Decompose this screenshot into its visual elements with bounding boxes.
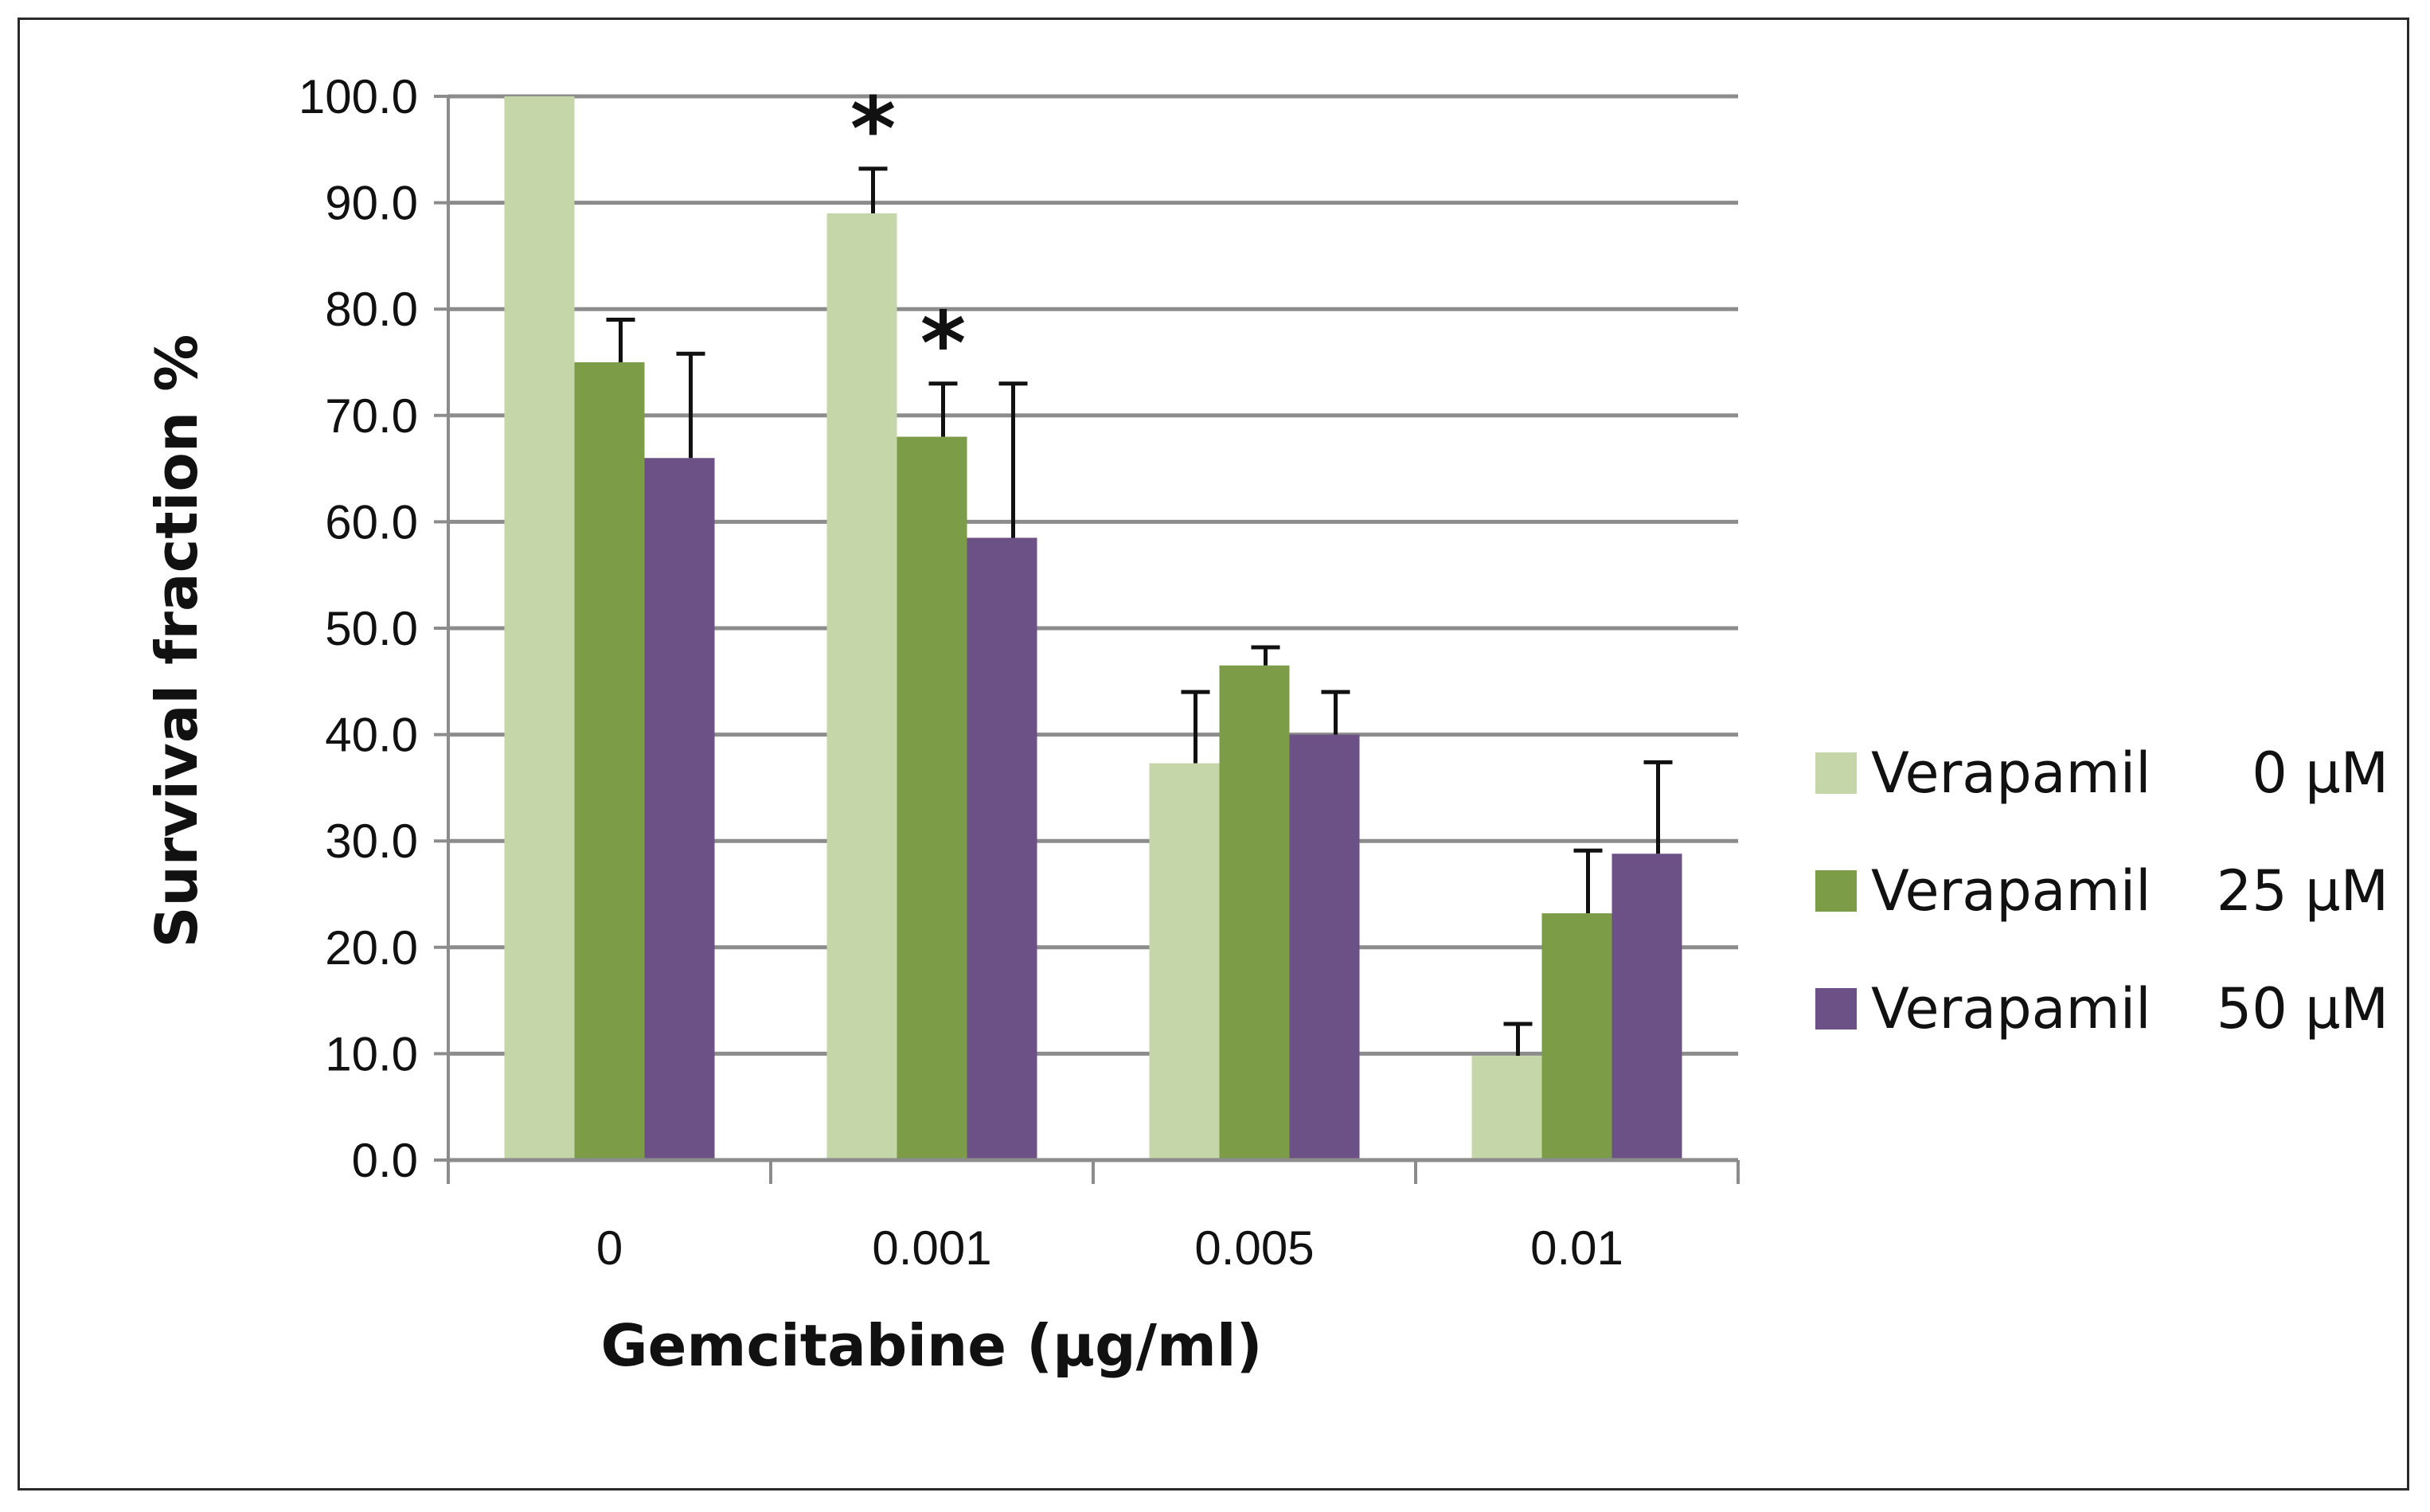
legend-label: Verapamil bbox=[1871, 858, 2151, 924]
annotations: ** bbox=[850, 78, 967, 395]
y-tick-label: 90.0 bbox=[325, 177, 418, 230]
legend-swatch bbox=[1815, 870, 1857, 912]
y-tick-label: 50.0 bbox=[325, 602, 418, 655]
bar bbox=[644, 458, 715, 1160]
bar-chart: 0.010.020.030.040.050.060.070.080.090.01… bbox=[143, 70, 2389, 1379]
x-tick-label: 0.005 bbox=[1194, 1221, 1314, 1275]
bar bbox=[1289, 734, 1360, 1160]
x-tick-label: 0.001 bbox=[872, 1221, 991, 1275]
bar bbox=[1471, 1056, 1542, 1160]
legend-swatch bbox=[1815, 752, 1857, 794]
y-tick-label: 10.0 bbox=[325, 1027, 418, 1080]
error-bars bbox=[606, 166, 1673, 1057]
bar bbox=[826, 213, 897, 1161]
y-tick-label: 70.0 bbox=[325, 389, 418, 443]
y-tick-label: 0.0 bbox=[352, 1134, 418, 1187]
bar bbox=[504, 96, 575, 1160]
significance-marker: * bbox=[850, 78, 897, 180]
bar bbox=[967, 537, 1037, 1160]
y-tick-label: 60.0 bbox=[325, 495, 418, 549]
y-tick-label: 100.0 bbox=[299, 70, 418, 123]
chart-frame: 0.0 10.0 20.0 30.0 40.0 50.0 60.0 70.0 80.0 90.0 1… bbox=[18, 18, 2409, 1491]
x-tick-label: 0 bbox=[596, 1221, 623, 1275]
x-axis-title: Gemcitabine (µg/ml) bbox=[600, 1312, 1262, 1379]
bar bbox=[1149, 763, 1220, 1160]
bar bbox=[1612, 854, 1682, 1160]
x-tick-labels: 0 0.001 0.005 0.01 bbox=[596, 1221, 1623, 1275]
y-tick-labels: 0.0 10.0 20.0 30.0 40.0 50.0 60.0 70.0 80.0 90.0 1… bbox=[299, 70, 418, 1187]
y-tick-label: 30.0 bbox=[325, 815, 418, 868]
y-tick-label: 20.0 bbox=[325, 921, 418, 975]
legend-dose: 50 µM bbox=[2217, 976, 2389, 1041]
legend-label: Verapamil bbox=[1871, 976, 2151, 1041]
x-tick-label: 0.01 bbox=[1530, 1221, 1623, 1275]
significance-marker: * bbox=[920, 293, 967, 395]
bar bbox=[1541, 913, 1612, 1160]
legend-swatch bbox=[1815, 988, 1857, 1029]
legend-dose: 25 µM bbox=[2217, 858, 2389, 924]
bar bbox=[897, 436, 967, 1160]
legend-dose: 0 µM bbox=[2252, 740, 2389, 806]
bar bbox=[1219, 665, 1290, 1160]
legend-label: Verapamil bbox=[1871, 740, 2151, 806]
bar bbox=[574, 362, 645, 1160]
axes bbox=[447, 96, 1740, 1184]
legend: Verapamil 0 µM Verapamil 25 µM Verapamil 50 µ… bbox=[1815, 740, 2389, 1041]
y-tick-label: 40.0 bbox=[325, 709, 418, 762]
y-tick-label: 80.0 bbox=[325, 283, 418, 336]
bars bbox=[504, 96, 1682, 1161]
y-axis-title: Survival fraction % bbox=[143, 334, 210, 948]
